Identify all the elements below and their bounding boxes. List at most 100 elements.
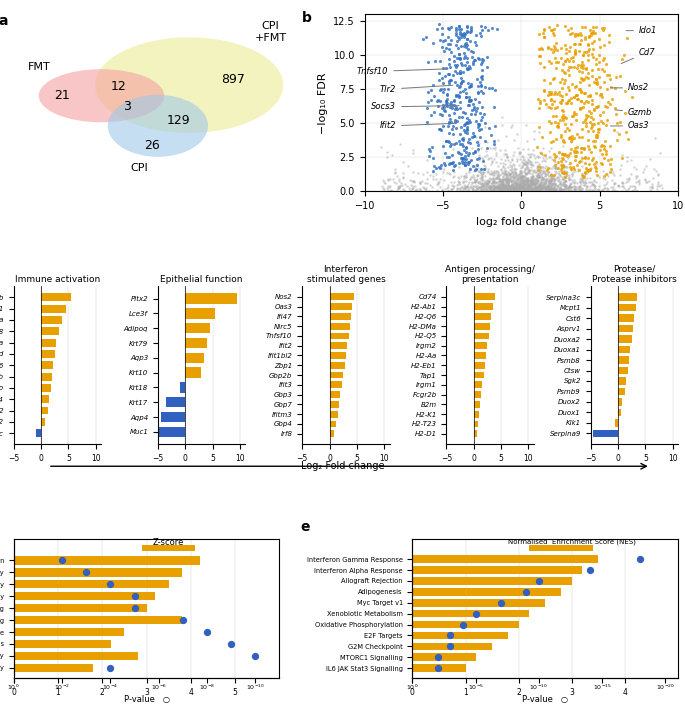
- Point: [523, 167, 534, 178]
- Point: [456, 58, 466, 69]
- Point: [532, 170, 543, 181]
- Point: [462, 117, 473, 129]
- Point: [528, 174, 539, 185]
- Point: [385, 180, 396, 191]
- Point: [400, 186, 411, 197]
- Point: [538, 31, 549, 43]
- Point: [488, 168, 499, 179]
- Point: [548, 29, 559, 41]
- Point: [564, 28, 575, 39]
- Point: [616, 153, 627, 164]
- Point: [589, 104, 600, 116]
- Point: [596, 23, 607, 34]
- Point: [468, 169, 479, 181]
- Bar: [14, 652, 138, 660]
- Point: [517, 183, 528, 194]
- Point: [533, 183, 544, 195]
- Point: [497, 171, 508, 183]
- Point: [571, 181, 582, 193]
- Point: [521, 136, 532, 147]
- Point: [460, 154, 471, 165]
- Point: [538, 85, 549, 96]
- Point: [488, 169, 499, 181]
- Point: [465, 26, 476, 38]
- Point: [438, 121, 449, 132]
- Point: [527, 159, 538, 171]
- Point: [454, 67, 465, 79]
- Point: [516, 170, 527, 181]
- Point: [569, 39, 580, 50]
- Point: [516, 176, 527, 187]
- Point: [458, 186, 469, 197]
- Point: [501, 184, 512, 196]
- Point: [410, 185, 421, 196]
- Point: [459, 182, 470, 193]
- Point: [408, 148, 419, 159]
- Point: [601, 59, 612, 70]
- Point: [443, 185, 454, 196]
- Point: [601, 185, 612, 196]
- Point: [544, 86, 555, 97]
- Point: [458, 185, 469, 196]
- Point: [495, 183, 506, 194]
- Point: [409, 181, 420, 192]
- Point: [543, 166, 553, 178]
- Point: [552, 121, 563, 133]
- Point: [458, 157, 469, 169]
- Point: [503, 183, 514, 195]
- Point: [488, 175, 499, 186]
- Point: [470, 108, 481, 119]
- Point: [462, 124, 473, 136]
- Point: [516, 183, 527, 194]
- Point: [518, 182, 529, 193]
- Point: [536, 179, 547, 191]
- Point: [512, 182, 523, 193]
- Point: [557, 164, 568, 175]
- Point: [638, 164, 649, 175]
- Point: [484, 180, 495, 191]
- Point: [558, 149, 569, 160]
- Point: [472, 169, 483, 181]
- Point: [460, 83, 471, 94]
- Point: [497, 176, 508, 187]
- Point: [506, 183, 516, 195]
- Point: [560, 160, 571, 171]
- Point: [625, 181, 636, 192]
- Point: [623, 176, 634, 187]
- Point: [514, 175, 525, 186]
- Point: [569, 165, 580, 176]
- Point: [569, 183, 580, 194]
- Point: [507, 179, 518, 191]
- Point: [459, 151, 470, 162]
- Point: [560, 161, 571, 173]
- Bar: [618, 398, 623, 406]
- Point: [422, 56, 433, 68]
- Point: [528, 183, 539, 194]
- Point: [558, 184, 569, 196]
- Point: [485, 182, 496, 193]
- Point: [490, 165, 501, 176]
- Point: [473, 162, 484, 174]
- Point: [466, 51, 477, 62]
- Point: [563, 185, 574, 196]
- Point: [623, 183, 634, 195]
- Point: [543, 89, 553, 101]
- Point: [558, 179, 569, 191]
- Point: [536, 164, 547, 176]
- Point: [459, 159, 470, 171]
- Point: [473, 124, 484, 136]
- Point: [528, 183, 539, 195]
- Point: [563, 69, 574, 81]
- Point: [482, 185, 493, 196]
- Point: [502, 170, 513, 181]
- Bar: [593, 430, 618, 437]
- Point: [498, 181, 509, 192]
- Point: [513, 169, 524, 181]
- Point: [519, 157, 530, 169]
- Point: [545, 183, 556, 195]
- Point: [539, 177, 550, 188]
- X-axis label: log₂ fold change: log₂ fold change: [476, 216, 566, 226]
- Title: Immune activation: Immune activation: [15, 275, 100, 284]
- Point: [570, 154, 581, 166]
- Point: [533, 182, 544, 193]
